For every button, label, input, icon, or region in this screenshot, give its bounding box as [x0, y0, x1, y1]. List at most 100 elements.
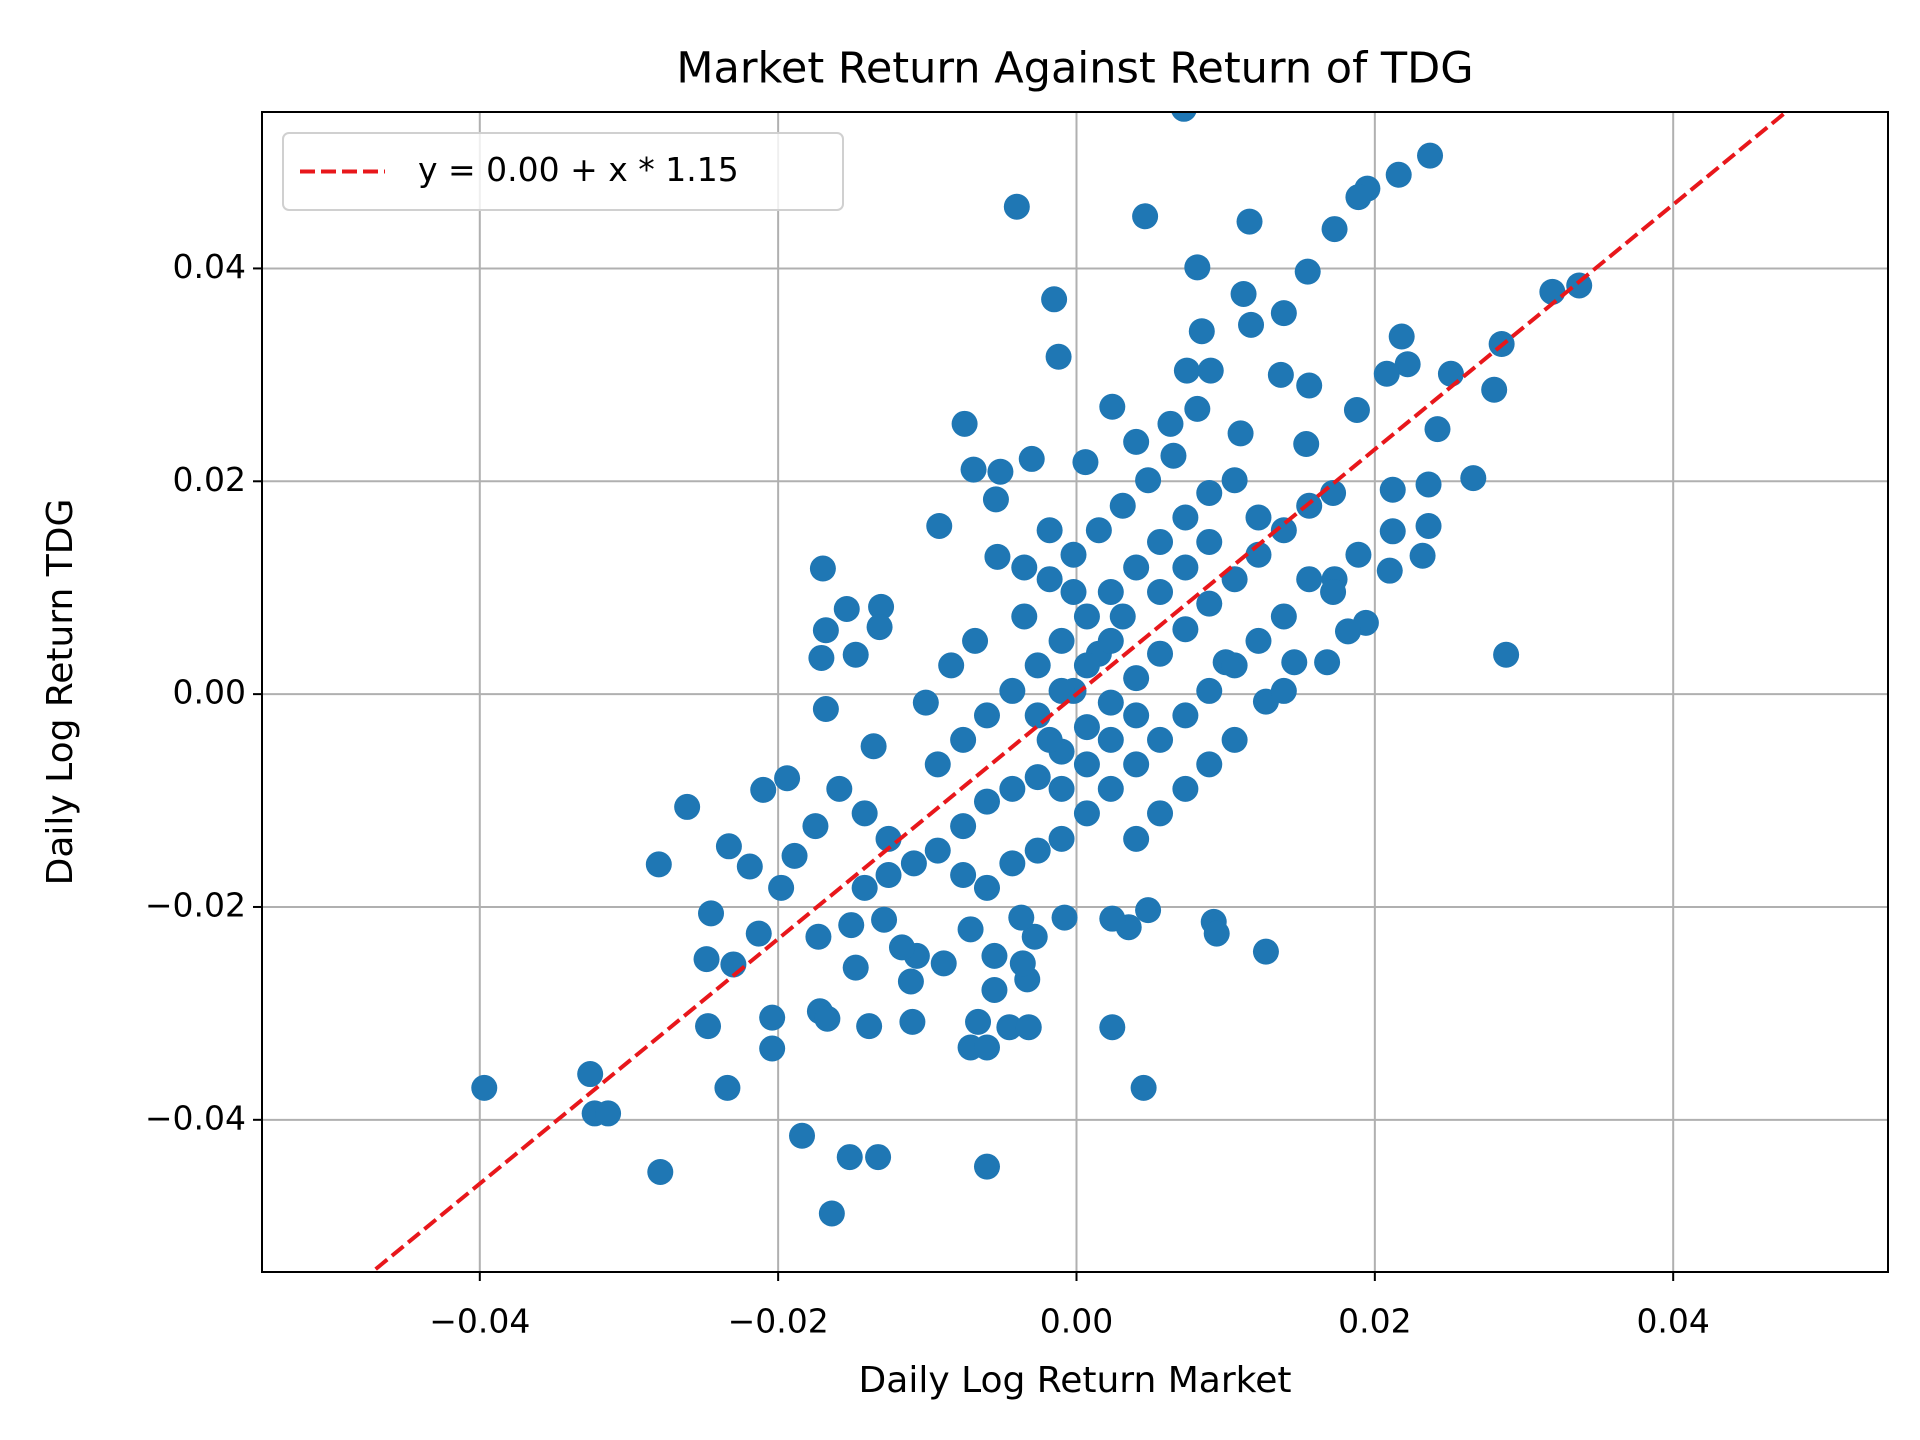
scatter-point [1109, 492, 1136, 519]
scatter-point [924, 751, 951, 778]
scatter-point [1270, 603, 1297, 630]
scatter-point [1097, 578, 1124, 605]
scatter-point [950, 726, 977, 753]
scatter-point [1493, 641, 1520, 668]
scatter-point [1417, 142, 1444, 169]
scatter-point [957, 916, 984, 943]
scatter-point [647, 1158, 674, 1185]
scatter-point [866, 614, 893, 641]
scatter-point [1173, 357, 1200, 384]
y-tick-label: 0.04 [173, 247, 246, 286]
scatter-point [1320, 578, 1347, 605]
scatter-point [809, 555, 836, 582]
x-tick-label: 0.00 [1040, 1302, 1113, 1341]
scatter-point [1051, 904, 1078, 931]
scatter-point [1135, 897, 1162, 924]
scatter-point [1060, 541, 1087, 568]
scatter-point [888, 934, 915, 961]
scatter-point [1321, 216, 1348, 243]
scatter-point [1394, 351, 1421, 378]
scatter-point [973, 702, 1000, 729]
scatter-point [1123, 665, 1150, 692]
scatter-point [1132, 203, 1159, 230]
fit-layer [368, 112, 1790, 1272]
scatter-point [695, 1013, 722, 1040]
y-tick-label: −0.04 [145, 1098, 246, 1137]
scatter-point [899, 1008, 926, 1035]
scatter-point [1073, 714, 1100, 741]
scatter-point [1036, 726, 1063, 753]
scatter-point [674, 793, 701, 820]
scatter-point [1072, 449, 1099, 476]
scatter-point [736, 853, 763, 880]
scatter-point [1109, 603, 1136, 630]
scatter-point [1197, 357, 1224, 384]
scatter-point [1024, 702, 1051, 729]
scatter-point [1123, 554, 1150, 581]
scatter-point [900, 850, 927, 877]
scatter-point [1073, 603, 1100, 630]
scatter-point [1281, 649, 1308, 676]
scatter-point [577, 1061, 604, 1088]
scatter-point [875, 862, 902, 889]
x-tick-label: −0.04 [429, 1302, 530, 1341]
scatter-point [1379, 476, 1406, 503]
y-tick-label: 0.02 [173, 460, 246, 499]
grid [262, 112, 1888, 1272]
scatter-point [645, 851, 672, 878]
scatter-point [1018, 445, 1045, 472]
scatter-point [1147, 528, 1174, 555]
scatter-point [871, 906, 898, 933]
scatter-point [781, 842, 808, 869]
scatter-point [999, 775, 1026, 802]
scatter-point [1296, 372, 1323, 399]
legend-box [282, 132, 844, 211]
scatter-point [982, 486, 1009, 513]
scatter-point [1172, 554, 1199, 581]
scatter-point [1024, 837, 1051, 864]
scatter-point [1267, 361, 1294, 388]
scatter-point [1196, 528, 1223, 555]
scatter-point [789, 1122, 816, 1149]
scatter-point [1203, 920, 1230, 947]
scatter-point [1097, 689, 1124, 716]
scatter-point [1196, 677, 1223, 704]
scatter-point [938, 652, 965, 679]
scatter-point [1048, 677, 1075, 704]
legend-label: y = 0.00 + x * 1.15 [418, 150, 739, 189]
scatter-point [1460, 465, 1487, 492]
scatter-point [1021, 923, 1048, 950]
scatter-point [981, 942, 1008, 969]
scatter-point [1099, 905, 1126, 932]
scatter-point [1011, 603, 1038, 630]
scatter-point [1294, 258, 1321, 285]
scatter-point [1437, 360, 1464, 387]
scatter-point [1345, 541, 1372, 568]
scatter-point [1060, 578, 1087, 605]
scatter-point [1172, 504, 1199, 531]
scatter-point [1415, 471, 1442, 498]
scatter-point [1009, 950, 1036, 977]
scatter-point [1184, 395, 1211, 422]
scatter-point [1376, 557, 1403, 584]
scatter-point [1024, 652, 1051, 679]
scatter-point [1036, 517, 1063, 544]
scatter-point [714, 1074, 741, 1101]
scatter-point [1045, 343, 1072, 370]
scatter-point [471, 1074, 498, 1101]
scatter-point [1073, 800, 1100, 827]
scatter-point [1135, 467, 1162, 494]
scatter-point [1424, 416, 1451, 443]
scatter-point [1130, 1074, 1157, 1101]
scatter-point [812, 617, 839, 644]
x-tick-label: 0.02 [1338, 1302, 1411, 1341]
scatter-point [759, 1004, 786, 1031]
scatter-point [1147, 726, 1174, 753]
scatter-point [950, 862, 977, 889]
chart-title: Market Return Against Return of TDG [676, 44, 1473, 94]
scatter-point [1334, 618, 1361, 645]
scatter-point [1011, 554, 1038, 581]
x-axis-label: Daily Log Return Market [859, 1360, 1292, 1401]
scatter-point [1196, 751, 1223, 778]
scatter-point [865, 1144, 892, 1171]
